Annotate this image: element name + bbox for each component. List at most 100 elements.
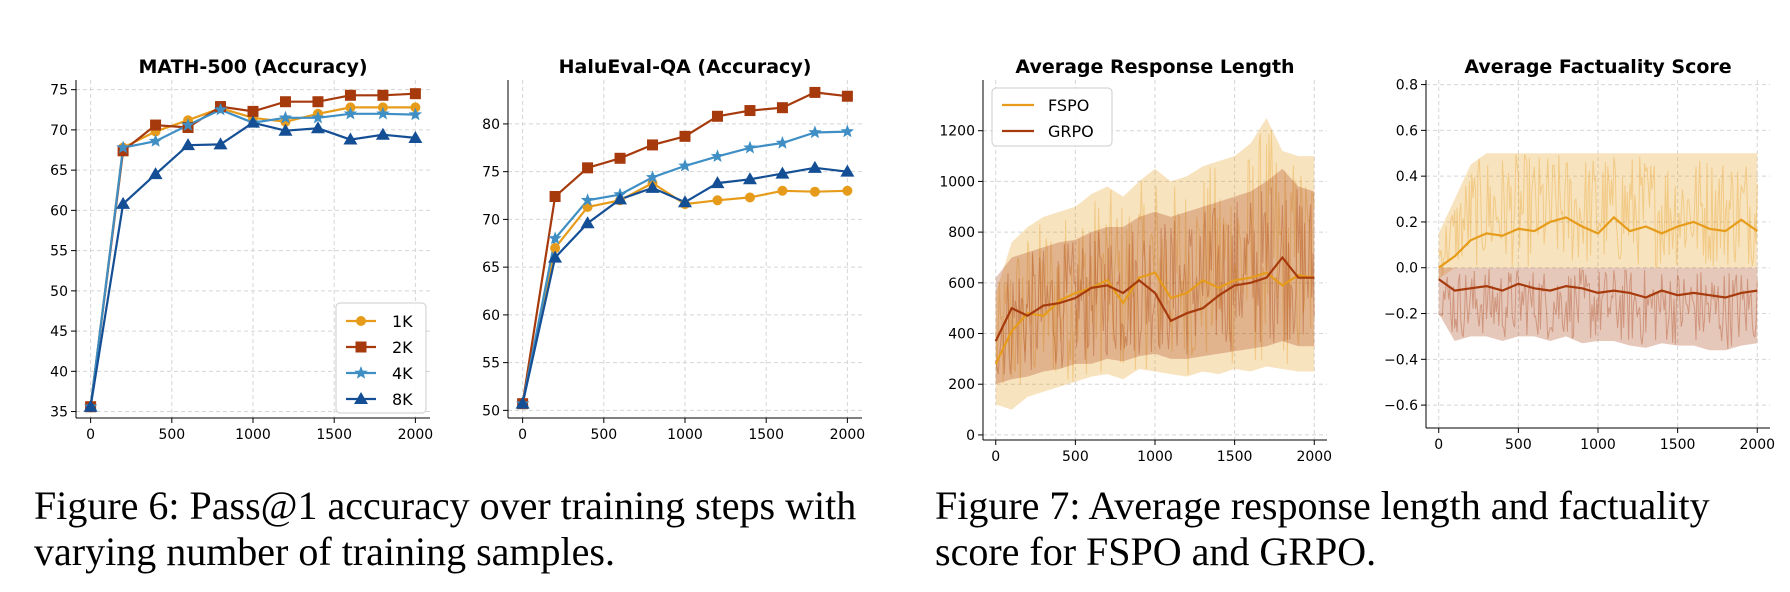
data-point-4k bbox=[116, 140, 130, 154]
data-point-2k bbox=[679, 130, 691, 142]
y-tick-label: 200 bbox=[948, 377, 975, 393]
chart-title: HaluEval-QA (Accuracy) bbox=[559, 56, 812, 78]
data-point-2k bbox=[409, 88, 421, 100]
data-point-4k bbox=[548, 231, 562, 245]
y-tick-label: 45 bbox=[50, 324, 68, 340]
x-tick-label: 1000 bbox=[1137, 449, 1173, 465]
y-tick-label: 0 bbox=[966, 428, 975, 444]
data-point-2k bbox=[744, 105, 756, 117]
data-point-4k bbox=[148, 134, 163, 147]
legend: FSPO GRPO bbox=[991, 87, 1113, 147]
series-raw-grpo bbox=[1438, 267, 1758, 350]
x-tick-label: 2000 bbox=[398, 427, 434, 443]
data-point-2k bbox=[841, 90, 853, 102]
data-point-4k bbox=[408, 107, 422, 121]
series-raw-fspo bbox=[995, 130, 1315, 385]
x-tick-label: 0 bbox=[991, 449, 1000, 465]
y-tick-label: 55 bbox=[482, 356, 500, 372]
data-point-4k bbox=[376, 106, 390, 120]
figure-7-caption: Figure 7: Average response length and fa… bbox=[935, 483, 1710, 574]
x-tick-label: 0 bbox=[518, 427, 527, 443]
data-point-8k bbox=[278, 123, 293, 136]
data-point-8k bbox=[343, 132, 358, 145]
legend-marker-2k bbox=[355, 341, 367, 353]
y-tick-label: 1000 bbox=[939, 174, 975, 190]
chart-title: MATH-500 (Accuracy) bbox=[138, 56, 367, 78]
data-point-4k bbox=[278, 110, 293, 124]
data-point-1k bbox=[842, 185, 853, 196]
legend-label-8k: 8K bbox=[392, 390, 413, 409]
series-line-grpo bbox=[994, 255, 1315, 342]
data-point-2k bbox=[247, 105, 259, 117]
data-point-8k bbox=[548, 250, 563, 263]
data-point-1k bbox=[410, 102, 421, 113]
data-point-2k bbox=[377, 89, 389, 101]
x-tick-label: 0 bbox=[86, 427, 95, 443]
data-point-4k bbox=[840, 124, 854, 138]
data-point-8k bbox=[775, 166, 790, 179]
legend: 1K 2K 4K 8K bbox=[335, 302, 427, 414]
legend-label-2k: 2K bbox=[392, 338, 413, 357]
y-tick-label: 50 bbox=[482, 403, 500, 419]
data-point-8k bbox=[645, 180, 660, 193]
legend-marker-4k bbox=[354, 366, 368, 379]
data-point-8k bbox=[148, 167, 163, 180]
data-point-2k bbox=[150, 119, 162, 131]
x-tick-label: 0 bbox=[1434, 437, 1443, 453]
data-point-8k bbox=[375, 127, 390, 140]
data-point-1k bbox=[582, 201, 593, 212]
data-point-4k bbox=[181, 118, 195, 131]
legend-label-grpo: GRPO bbox=[1048, 122, 1094, 141]
x-tick-label: 1500 bbox=[1660, 437, 1696, 453]
data-point-2k bbox=[809, 86, 821, 98]
y-tick-label: −0.4 bbox=[1384, 352, 1418, 368]
y-tick-label: 75 bbox=[482, 165, 500, 181]
data-point-8k bbox=[515, 396, 530, 409]
data-point-8k bbox=[310, 121, 325, 134]
series-raw-fspo bbox=[1438, 154, 1758, 276]
y-tick-label: 800 bbox=[948, 225, 975, 241]
data-point-4k bbox=[710, 149, 725, 162]
series-band-fspo bbox=[1438, 153, 1758, 280]
legend-label-4k: 4K bbox=[392, 364, 413, 383]
data-point-1k bbox=[550, 243, 561, 254]
x-tick-label: 2000 bbox=[1739, 437, 1775, 453]
data-point-2k bbox=[614, 152, 626, 164]
x-tick-label: 500 bbox=[590, 427, 617, 443]
y-tick-label: 40 bbox=[50, 364, 68, 380]
legend-label-fspo: FSPO bbox=[1048, 96, 1089, 115]
data-point-8k bbox=[246, 115, 260, 128]
data-point-4k bbox=[678, 158, 692, 172]
x-tick-label: 1000 bbox=[235, 427, 271, 443]
data-point-8k bbox=[116, 196, 131, 209]
x-tick-label: 1000 bbox=[1580, 437, 1616, 453]
x-tick-label: 2000 bbox=[1296, 449, 1332, 465]
y-tick-label: −0.6 bbox=[1384, 398, 1418, 414]
x-tick-label: 1500 bbox=[748, 427, 784, 443]
x-tick-label: 500 bbox=[1505, 437, 1532, 453]
y-tick-label: 600 bbox=[948, 276, 975, 292]
data-point-2k bbox=[344, 89, 356, 101]
y-tick-label: 0.4 bbox=[1396, 169, 1418, 185]
data-point-8k bbox=[83, 399, 98, 412]
data-point-8k bbox=[580, 216, 595, 229]
data-point-8k bbox=[408, 130, 423, 143]
data-point-1k bbox=[712, 195, 723, 206]
data-point-4k bbox=[311, 110, 325, 124]
series-band-grpo bbox=[1438, 267, 1758, 351]
data-point-2k bbox=[279, 96, 291, 108]
series-line-fspo bbox=[1438, 215, 1758, 269]
data-point-1k bbox=[809, 186, 820, 197]
chart-1: 0 500 1000 1500 2000 35 40 45 50 55 60 65 70 75 MATH-5… bbox=[50, 56, 433, 443]
data-point-2k bbox=[549, 190, 561, 202]
data-point-2k bbox=[582, 162, 594, 174]
series-line-fspo bbox=[994, 271, 1315, 365]
data-point-1k bbox=[744, 192, 755, 203]
data-point-8k bbox=[213, 137, 228, 150]
data-point-8k bbox=[742, 172, 757, 185]
x-tick-label: 1000 bbox=[667, 427, 703, 443]
y-tick-label: 400 bbox=[948, 327, 975, 343]
data-point-2k bbox=[776, 102, 788, 114]
x-tick-label: 500 bbox=[1062, 449, 1089, 465]
